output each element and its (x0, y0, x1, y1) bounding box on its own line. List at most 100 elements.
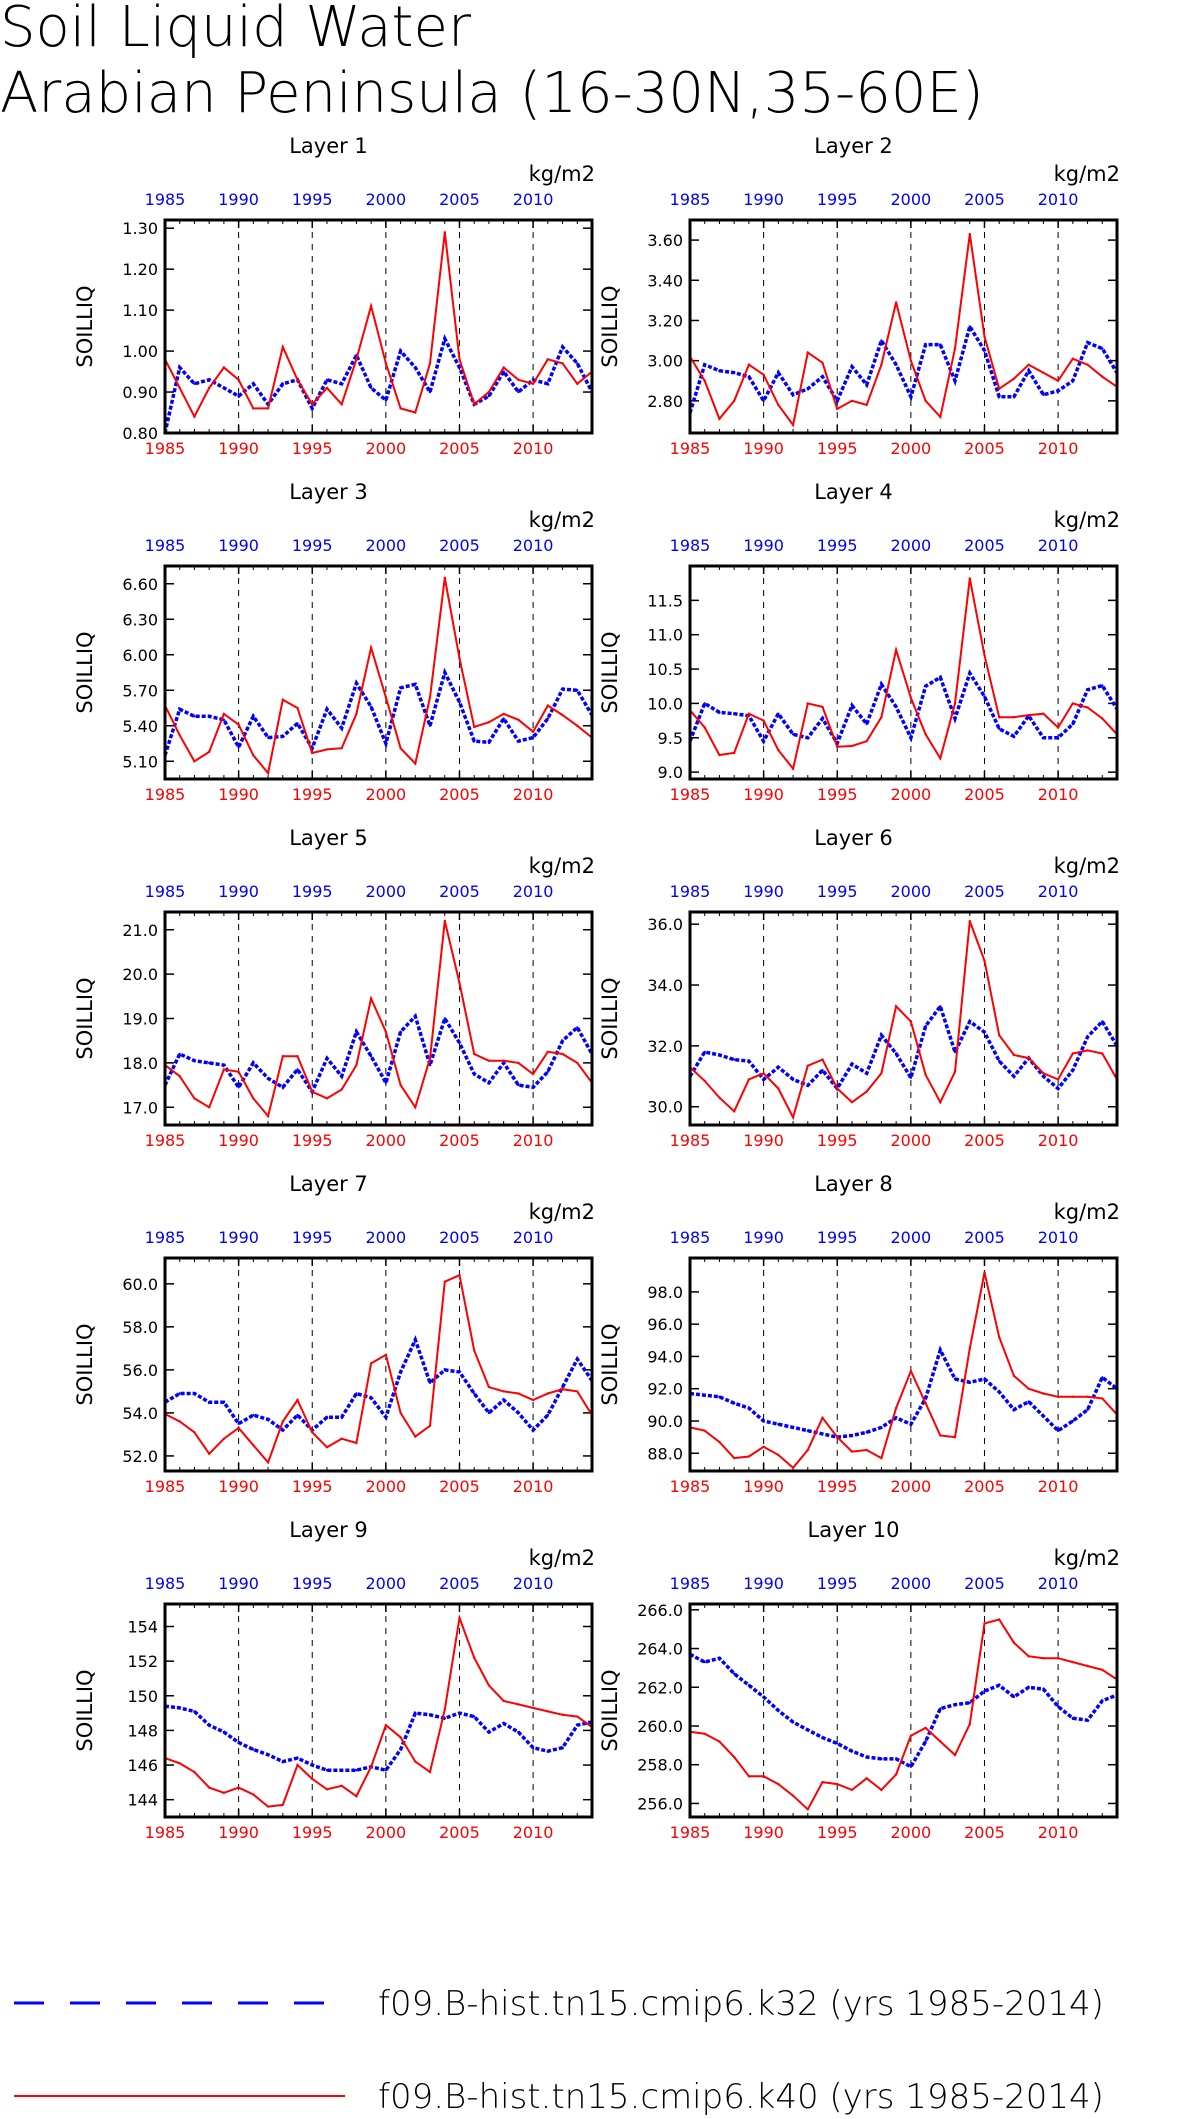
data-point-k40 (909, 359, 913, 362)
data-point-k40 (1071, 1052, 1075, 1055)
x-tick-label-top: 1990 (218, 1228, 259, 1247)
x-tick-label-bottom: 2000 (366, 1823, 407, 1842)
data-point-k40 (733, 751, 736, 755)
x-tick-label-top: 2010 (513, 536, 554, 555)
x-tick-label-bottom: 1985 (145, 785, 186, 804)
data-point-k32 (208, 1724, 211, 1727)
x-tick-label-top: 1995 (292, 1228, 333, 1247)
data-point-k32 (531, 1086, 535, 1089)
data-point-k40 (311, 751, 314, 755)
data-point-k40 (894, 648, 898, 651)
y-tick-label: 2.80 (647, 392, 683, 411)
data-point-k40 (531, 1706, 535, 1710)
data-point-k32 (865, 1431, 868, 1434)
x-tick-label-top: 1995 (817, 536, 858, 555)
data-point-k32 (399, 349, 402, 353)
x-tick-label-top: 1990 (218, 536, 259, 555)
data-point-k32 (924, 1740, 927, 1743)
data-point-k32 (1027, 369, 1030, 372)
data-point-k40 (443, 1280, 446, 1283)
data-point-k40 (953, 1753, 957, 1757)
data-point-k40 (443, 919, 446, 923)
x-tick-label-bottom: 2005 (964, 1823, 1005, 1842)
data-point-k32 (880, 1426, 883, 1429)
y-tick-label: 154 (127, 1618, 158, 1637)
y-tick-label: 96.0 (647, 1315, 683, 1334)
data-point-k32 (762, 1419, 765, 1423)
data-point-k40 (747, 1078, 751, 1081)
data-point-k40 (909, 696, 913, 700)
data-point-k32 (325, 1057, 329, 1060)
x-tick-label-bottom: 1985 (670, 1477, 711, 1496)
data-point-k32 (909, 1765, 913, 1768)
data-point-k32 (414, 1711, 417, 1715)
x-tick-label-top: 2005 (964, 190, 1005, 209)
data-point-k40 (953, 347, 957, 350)
figure-title-line1: Soil Liquid Water (0, 0, 471, 60)
data-point-k32 (576, 1724, 579, 1727)
data-point-k40 (998, 1618, 1001, 1621)
data-point-k40 (880, 1456, 883, 1460)
y-tick-label: 258.0 (637, 1756, 683, 1775)
data-point-k40 (747, 1455, 751, 1458)
data-point-k32 (546, 382, 549, 385)
data-point-k32 (502, 1722, 505, 1725)
data-point-k40 (266, 407, 270, 410)
data-point-k40 (953, 702, 957, 705)
data-point-k40 (983, 335, 986, 338)
data-point-k32 (777, 1423, 780, 1426)
x-tick-label-top: 2000 (366, 536, 407, 555)
data-point-k32 (894, 1757, 898, 1761)
data-point-k32 (777, 1709, 780, 1712)
data-point-k40 (325, 1788, 329, 1791)
data-point-k32 (517, 1411, 520, 1415)
x-tick-label-bottom: 2010 (513, 1477, 554, 1496)
data-point-k40 (924, 1402, 927, 1405)
data-point-k32 (762, 740, 765, 743)
data-point-k40 (546, 1050, 549, 1054)
data-point-k40 (968, 577, 971, 580)
data-point-k40 (968, 1347, 971, 1350)
x-tick-label-bottom: 1990 (743, 1823, 784, 1842)
x-tick-label-bottom: 2005 (439, 439, 480, 458)
units-label: kg/m2 (529, 854, 595, 878)
chart-panel-4: Layer 4 kg/m2 1985 1985 1990 1990 1995 1995 2000… (598, 480, 1120, 804)
data-point-k32 (968, 1020, 971, 1023)
y-axis-label: SOILLIQ (73, 1669, 97, 1751)
data-point-k40 (517, 378, 520, 381)
data-point-k32 (894, 1416, 898, 1420)
data-point-k40 (340, 1784, 343, 1788)
data-point-k32 (880, 1034, 883, 1037)
data-point-k40 (836, 1782, 839, 1786)
data-point-k40 (1086, 1395, 1089, 1399)
x-tick-label-bottom: 1990 (218, 1477, 259, 1496)
data-point-k32 (968, 325, 971, 328)
data-point-k32 (208, 1061, 211, 1065)
y-axis-label: SOILLIQ (73, 977, 97, 1059)
data-point-k40 (1071, 357, 1075, 360)
x-tick-label-bottom: 2010 (1038, 1477, 1079, 1496)
data-point-k32 (443, 337, 446, 340)
data-point-k32 (178, 1706, 181, 1710)
data-point-k32 (340, 1075, 343, 1078)
data-point-k40 (1056, 726, 1060, 729)
x-tick-label-top: 1995 (292, 882, 333, 901)
data-point-k32 (777, 712, 780, 715)
x-tick-label-bottom: 2000 (366, 1477, 407, 1496)
data-point-k40 (399, 407, 402, 410)
data-point-k32 (909, 736, 913, 739)
series-line-k32 (688, 669, 1119, 748)
y-tick-label: 266.0 (637, 1601, 683, 1620)
data-point-k40 (487, 1684, 491, 1687)
data-point-k32 (865, 722, 868, 726)
chart-panel-3: Layer 3 kg/m2 1985 1985 1990 1990 1995 1995 2000… (73, 480, 595, 804)
data-point-k32 (983, 1689, 986, 1693)
data-point-k40 (531, 382, 535, 385)
x-tick-label-bottom: 1995 (292, 785, 333, 804)
data-point-k32 (762, 399, 765, 402)
data-point-k40 (865, 403, 868, 407)
chart-panel-2: Layer 2 kg/m2 1985 1985 1990 1990 1995 1995 2000… (598, 134, 1120, 458)
data-point-k40 (296, 1763, 299, 1767)
data-point-k40 (1101, 1397, 1104, 1400)
